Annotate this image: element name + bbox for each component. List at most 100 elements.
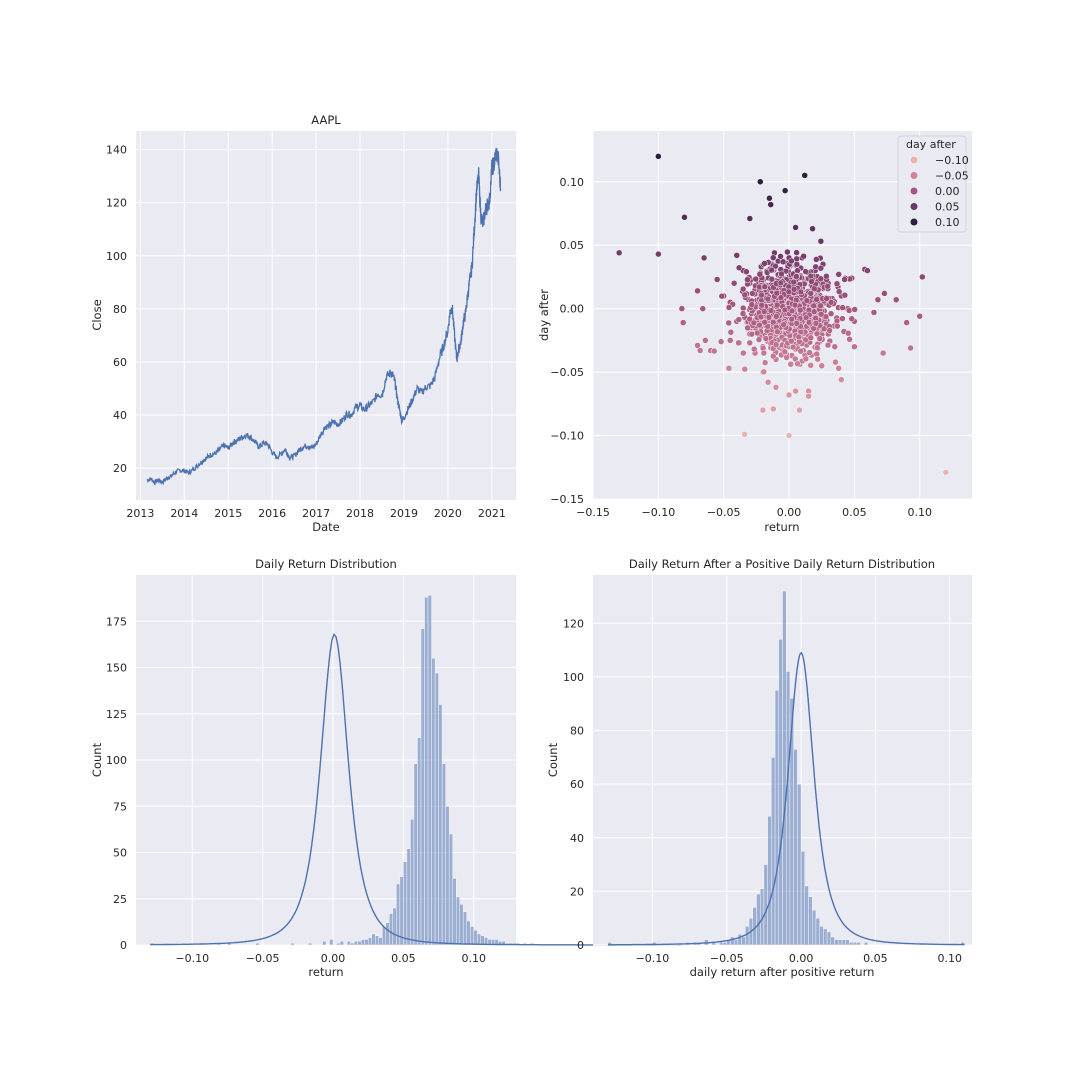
return-histogram-x-ticks: −0.10 −0.05 0.00 0.05 0.10 — [175, 952, 486, 965]
return-histogram-y-tick-label: 125 — [106, 708, 127, 721]
after-histogram-bar — [864, 942, 869, 946]
scatter-point — [807, 362, 814, 369]
after-histogram-bar — [812, 909, 817, 946]
price-x-ticks: 2013 2014 2015 2016 2017 2018 2019 2020 2021 — [126, 507, 505, 520]
scatter-point — [739, 310, 747, 317]
return-histogram-x-tick-label: −0.05 — [246, 952, 280, 965]
return-histogram-bar — [360, 939, 365, 946]
scatter-point — [746, 315, 753, 323]
scatter-point — [817, 302, 824, 310]
scatter-point — [796, 306, 804, 314]
scatter-x-axis-label: return — [764, 520, 799, 534]
scatter-point — [818, 362, 825, 370]
scatter-point — [907, 344, 914, 352]
scatter-point — [765, 314, 773, 321]
scatter-point — [784, 248, 791, 256]
scatter-point — [801, 172, 808, 179]
scatter-point — [793, 261, 801, 268]
scatter-point — [725, 365, 733, 372]
scatter-point — [727, 328, 735, 336]
price-y-tick-label: 80 — [113, 303, 127, 316]
scatter-point — [768, 266, 775, 274]
scatter-point — [802, 355, 810, 363]
scatter-point — [772, 262, 779, 270]
return-histogram-marks — [149, 595, 682, 946]
scatter-point — [824, 341, 832, 349]
scatter-point — [808, 278, 815, 285]
legend-entry-label: 0.05 — [935, 201, 960, 214]
price-x-tick-label: 2016 — [258, 507, 286, 520]
after-histogram-bar — [800, 850, 805, 946]
after-histogram-x-axis-label: daily return after positive return — [690, 965, 875, 979]
price-marks — [146, 147, 502, 486]
after-histogram-bar — [823, 928, 828, 946]
scatter-point — [794, 360, 801, 368]
scatter-point — [746, 215, 754, 222]
return-histogram-bar — [431, 658, 436, 946]
scatter-point — [864, 267, 871, 274]
scatter-point — [710, 347, 718, 355]
after-histogram-bar — [719, 942, 724, 946]
scatter-chart-panel: −0.15 −0.10 −0.05 0.00 0.05 0.10 −0.15−0.10−0… — [537, 131, 972, 534]
scatter-legend: day after −0.10 −0.05 0.00 0.05 0.10 — [897, 135, 969, 233]
scatter-point — [788, 337, 795, 345]
return-histogram-bar — [350, 942, 355, 946]
scatter-point — [813, 344, 821, 351]
after-histogram-panel: Daily Return After a Positive Daily Retu… — [546, 557, 972, 979]
after-histogram-bar — [733, 939, 739, 946]
scatter-point — [790, 286, 798, 293]
scatter-point — [792, 387, 799, 395]
after-histogram-bar — [804, 885, 809, 946]
scatter-point — [820, 325, 828, 333]
scatter-point — [761, 319, 768, 326]
scatter-point — [811, 285, 818, 293]
scatter-point — [835, 271, 842, 278]
scatter-point — [802, 314, 810, 321]
scatter-point — [750, 345, 758, 353]
price-x-tick-label: 2015 — [214, 507, 242, 520]
legend-swatch — [909, 171, 919, 180]
scatter-point — [777, 253, 784, 260]
scatter-point — [748, 330, 756, 338]
scatter-point — [813, 330, 821, 338]
return-histogram-y-tick-label: 25 — [113, 893, 127, 906]
scatter-point — [793, 320, 801, 327]
return-histogram-bar — [438, 704, 443, 946]
after-histogram-x-tick-label: 0.05 — [863, 952, 888, 965]
scatter-point — [766, 195, 773, 202]
legend-entry-label: −0.10 — [935, 154, 969, 167]
scatter-point — [789, 343, 797, 351]
scatter-point — [844, 330, 852, 337]
scatter-point — [788, 257, 795, 265]
return-histogram-bar — [375, 935, 379, 946]
price-y-tick-label: 20 — [113, 462, 127, 475]
after-histogram-bar — [808, 896, 813, 946]
scatter-point — [824, 283, 831, 290]
return-histogram-y-axis-label: Count — [90, 742, 104, 777]
scatter-point — [783, 354, 790, 361]
return-histogram-bar — [459, 904, 464, 946]
legend-title: day after — [906, 138, 956, 151]
scatter-point — [833, 280, 841, 288]
scatter-point — [831, 343, 839, 350]
return-histogram-bar — [427, 595, 432, 946]
after-histogram-bar — [793, 749, 798, 946]
scatter-point — [759, 406, 767, 414]
scatter-point — [916, 313, 923, 320]
price-x-tick-label: 2018 — [346, 507, 374, 520]
return-histogram-kde-curve — [150, 633, 682, 946]
scatter-point — [760, 308, 768, 315]
scatter-point — [760, 349, 768, 357]
scatter-point — [797, 347, 804, 355]
scatter-point — [750, 319, 758, 327]
price-y-ticks: 20 40 60 80 100 120 140 — [106, 144, 127, 476]
scatter-point — [760, 368, 768, 376]
scatter-point — [735, 316, 743, 323]
scatter-point — [730, 280, 738, 287]
after-histogram-bar — [730, 936, 735, 946]
scatter-point — [779, 258, 787, 266]
scatter-point — [757, 313, 765, 321]
scatter-x-tick-label: −0.10 — [641, 506, 675, 519]
return-histogram-bar — [406, 848, 411, 946]
scatter-point — [773, 313, 780, 320]
